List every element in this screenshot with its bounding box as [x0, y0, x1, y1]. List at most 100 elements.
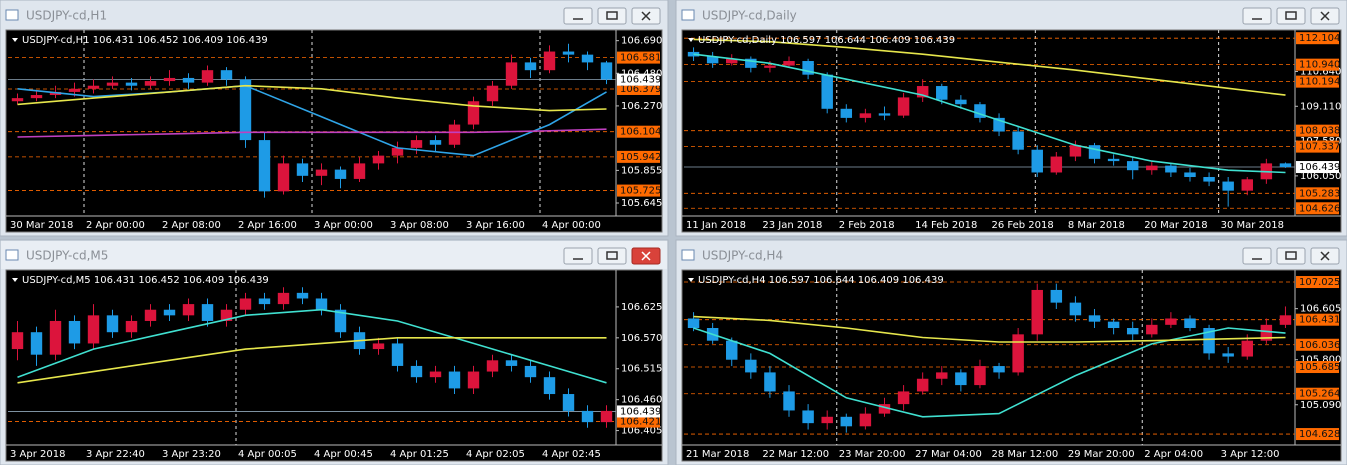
candle-body — [581, 54, 594, 63]
candle-body — [1165, 318, 1177, 325]
candle-body — [1165, 165, 1177, 173]
x-tick-label: 4 Apr 01:25 — [390, 449, 449, 460]
y-tick-label: 106.625 — [621, 302, 662, 313]
price-tag — [1296, 140, 1339, 153]
candle-body — [543, 51, 556, 71]
candle-body — [182, 304, 195, 316]
candle-body — [581, 410, 594, 423]
candle-body — [1031, 149, 1043, 173]
candle-body — [505, 62, 518, 86]
candle-body — [1069, 145, 1082, 157]
price-tag — [1296, 58, 1339, 71]
candle-body — [543, 377, 556, 395]
candle-body — [467, 101, 480, 125]
window-button[interactable] — [1276, 7, 1306, 25]
candle-body — [1107, 321, 1120, 329]
window-button[interactable] — [1242, 247, 1272, 265]
y-tick-label: 106.690 — [621, 36, 662, 47]
candle-body — [486, 85, 499, 102]
candle-body — [916, 378, 929, 392]
button-glyph — [641, 251, 651, 261]
moving-average — [693, 315, 1286, 343]
x-tick-label: 30 Mar 2018 — [1221, 220, 1284, 231]
price-tag — [1296, 338, 1339, 351]
candle-body — [163, 309, 176, 316]
candle-body — [106, 82, 119, 86]
candle-body — [1088, 145, 1101, 159]
price-tag — [617, 51, 660, 64]
button-glyph — [641, 11, 651, 21]
window-icon — [681, 249, 695, 261]
candle-body — [687, 318, 700, 329]
window-button[interactable] — [1276, 247, 1306, 265]
window-button[interactable] — [597, 247, 627, 265]
candle-body — [277, 163, 290, 192]
candle-body — [11, 332, 24, 350]
candle-body — [448, 124, 461, 145]
candle-body — [1241, 340, 1253, 357]
candle-body — [258, 140, 271, 192]
price-tag-label: 106.421 — [620, 417, 661, 428]
chart-info: USDJPY-cd,Daily 106.597 106.644 106.409 … — [698, 35, 955, 46]
candle-body — [68, 88, 81, 92]
window-icon — [5, 9, 19, 21]
candle-body — [201, 304, 214, 321]
window-title: USDJPY-cd,M5 — [26, 249, 108, 263]
title-bar — [1, 241, 667, 269]
candle-body — [1184, 172, 1196, 178]
price-tag-label: 104.626 — [1299, 203, 1340, 214]
candle-body — [974, 104, 986, 118]
candle-body — [296, 292, 309, 299]
x-tick-label: 3 Apr 16:00 — [466, 220, 525, 231]
chart-window: USDJPY-cd,H1106.690106.480106.270105.855… — [0, 0, 669, 237]
price-tag — [1296, 187, 1339, 200]
candle-body — [840, 108, 853, 118]
candle-body — [783, 61, 795, 66]
candle-body — [1031, 289, 1043, 335]
candle-body — [859, 113, 872, 118]
chart-info: USDJPY-cd,H4 106.597 106.644 106.409 106… — [698, 275, 944, 286]
moving-average — [693, 38, 1286, 96]
price-tag-label: 105.283 — [1299, 188, 1340, 199]
window-title: USDJPY-cd,H4 — [702, 249, 783, 263]
price-tag-label: 112.104 — [1299, 33, 1340, 44]
bid-tag — [1296, 161, 1339, 174]
price-tag-label: 107.337 — [1299, 142, 1340, 153]
price-tag — [1296, 124, 1339, 137]
button-glyph — [1285, 251, 1297, 260]
candle-body — [706, 56, 719, 64]
y-tick-label: 110.640 — [1300, 66, 1341, 77]
candle-body — [87, 85, 100, 89]
candle-body — [1012, 131, 1024, 150]
y-tick-label: 106.605 — [1300, 304, 1341, 315]
candle-body — [125, 82, 138, 86]
window-button[interactable] — [597, 7, 627, 25]
price-tag-label: 110.940 — [1299, 60, 1340, 71]
x-tick-label: 3 Apr 22:40 — [86, 449, 145, 460]
price-tag-label: 110.194 — [1299, 77, 1340, 88]
window-button[interactable] — [1242, 7, 1272, 25]
button-glyph — [606, 11, 618, 20]
candle-body — [936, 86, 948, 100]
window-button[interactable] — [563, 247, 593, 265]
x-tick-label: 2 Apr 04:00 — [1144, 449, 1203, 460]
chart-area — [5, 269, 663, 462]
chart-area — [681, 269, 1342, 462]
x-tick-label: 3 Apr 23:20 — [162, 449, 221, 460]
candle-body — [429, 371, 442, 378]
price-tag-label: 108.038 — [1299, 126, 1340, 137]
price-tag-label: 106.379 — [620, 84, 661, 95]
candle-body — [201, 70, 214, 83]
candle-body — [859, 413, 872, 427]
window-button[interactable] — [563, 7, 593, 25]
candle-body — [821, 416, 833, 424]
candle-body — [764, 65, 776, 68]
candle-body — [1222, 353, 1234, 357]
moving-average — [17, 336, 607, 384]
x-tick-label: 26 Feb 2018 — [992, 220, 1054, 231]
candle-body — [1203, 177, 1215, 182]
title-bar — [677, 241, 1346, 269]
candle-body — [11, 98, 24, 102]
candle-body — [30, 332, 43, 355]
window-icon — [681, 9, 695, 21]
